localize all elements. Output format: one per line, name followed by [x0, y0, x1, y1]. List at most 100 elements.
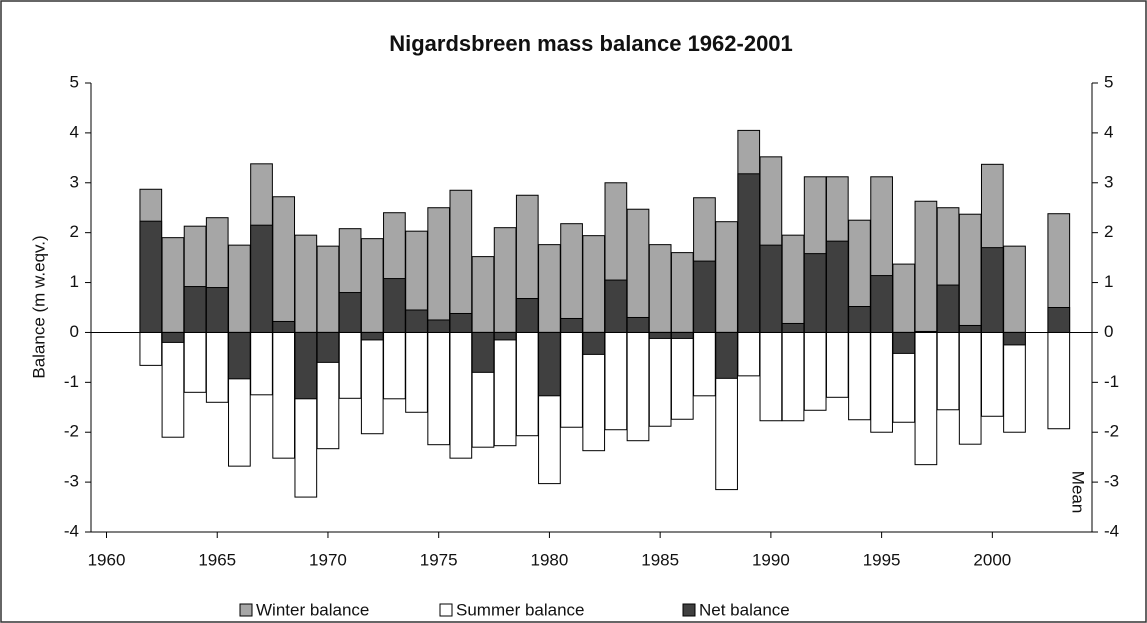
bar [958, 331, 982, 445]
bar [515, 298, 539, 333]
bar [560, 223, 583, 333]
bar [980, 331, 1004, 417]
bar [737, 173, 761, 333]
legend-label: Summer balance [456, 600, 585, 619]
x-tick-label: 1990 [752, 550, 790, 569]
bar [670, 331, 694, 420]
mean-label: Mean [1068, 471, 1087, 514]
legend-swatch [439, 603, 453, 617]
bar [737, 331, 761, 377]
y-tick-label: 3 [70, 172, 79, 191]
x-tick-label: 2000 [973, 550, 1011, 569]
bar [427, 319, 451, 333]
bar [958, 213, 982, 333]
bar [427, 331, 451, 446]
legend-swatch [682, 603, 696, 617]
bar [205, 287, 229, 333]
bar [936, 284, 960, 333]
bar [294, 331, 318, 400]
bar [781, 234, 805, 333]
bar [427, 207, 451, 333]
y2-tick-label: 1 [1104, 272, 1113, 291]
bar [360, 331, 384, 435]
bar [360, 238, 384, 333]
bar [1047, 307, 1071, 333]
y-axis-label: Balance (m w.eqv.) [29, 235, 48, 378]
bar [670, 331, 694, 339]
bar [493, 331, 517, 447]
bar [161, 331, 185, 343]
bar [471, 256, 495, 333]
y2-tick-label: 0 [1104, 322, 1113, 341]
bar [272, 331, 296, 459]
bar [870, 331, 893, 433]
bar [781, 331, 805, 422]
bar [1003, 331, 1026, 346]
bar [914, 200, 938, 333]
bar [493, 331, 517, 341]
bar [1003, 331, 1026, 433]
bar [183, 286, 207, 333]
y2-tick-label: 5 [1104, 72, 1113, 91]
x-tick-label: 1995 [863, 550, 901, 569]
bar [626, 316, 650, 333]
bar [626, 331, 650, 442]
bar [471, 331, 495, 373]
bar [582, 235, 606, 333]
bar [936, 331, 960, 411]
y2-tick-label: 4 [1104, 122, 1113, 141]
bar [294, 234, 318, 333]
x-tick-label: 1975 [420, 550, 458, 569]
bar [892, 331, 916, 354]
bar [250, 224, 273, 333]
bar [715, 221, 738, 333]
bar [582, 331, 606, 355]
y-tick-label: 4 [70, 122, 79, 141]
chart-title: Nigardsbreen mass balance 1962-2001 [389, 31, 793, 56]
bar [693, 331, 716, 397]
bar [670, 252, 694, 333]
bar [161, 237, 185, 333]
bar [383, 278, 406, 333]
bar [825, 240, 849, 333]
bar [914, 331, 938, 466]
bar [693, 260, 716, 333]
x-tick-label: 1965 [198, 550, 236, 569]
bar [316, 331, 340, 363]
bar [648, 244, 672, 333]
y-tick-label: 5 [70, 72, 79, 91]
bar [272, 320, 296, 333]
bar [449, 331, 473, 459]
bar [272, 196, 296, 333]
y-tick-label: -3 [64, 472, 79, 491]
bar [250, 331, 273, 396]
bar [870, 275, 893, 333]
bar [848, 331, 871, 421]
bar [604, 331, 628, 431]
bar [405, 309, 428, 333]
y-tick-label: 1 [70, 272, 79, 291]
bar [183, 331, 207, 393]
bar [626, 208, 650, 333]
y-tick-label: -2 [64, 422, 79, 441]
y2-tick-label: 2 [1104, 222, 1113, 241]
y2-tick-label: -1 [1104, 372, 1119, 391]
bar [538, 331, 561, 397]
y2-tick-label: -2 [1104, 422, 1119, 441]
bar [449, 189, 473, 333]
bar [383, 331, 406, 400]
bar [892, 263, 916, 333]
bar [139, 331, 163, 366]
bar [493, 227, 517, 333]
bar [338, 292, 362, 333]
bar [316, 245, 340, 333]
bar [648, 331, 672, 339]
bar [980, 247, 1004, 333]
legend-label: Net balance [699, 600, 790, 619]
x-tick-label: 1980 [531, 550, 569, 569]
x-tick-label: 1985 [641, 550, 679, 569]
y2-tick-label: -4 [1104, 521, 1119, 540]
bar [958, 324, 982, 333]
bar [803, 253, 827, 333]
